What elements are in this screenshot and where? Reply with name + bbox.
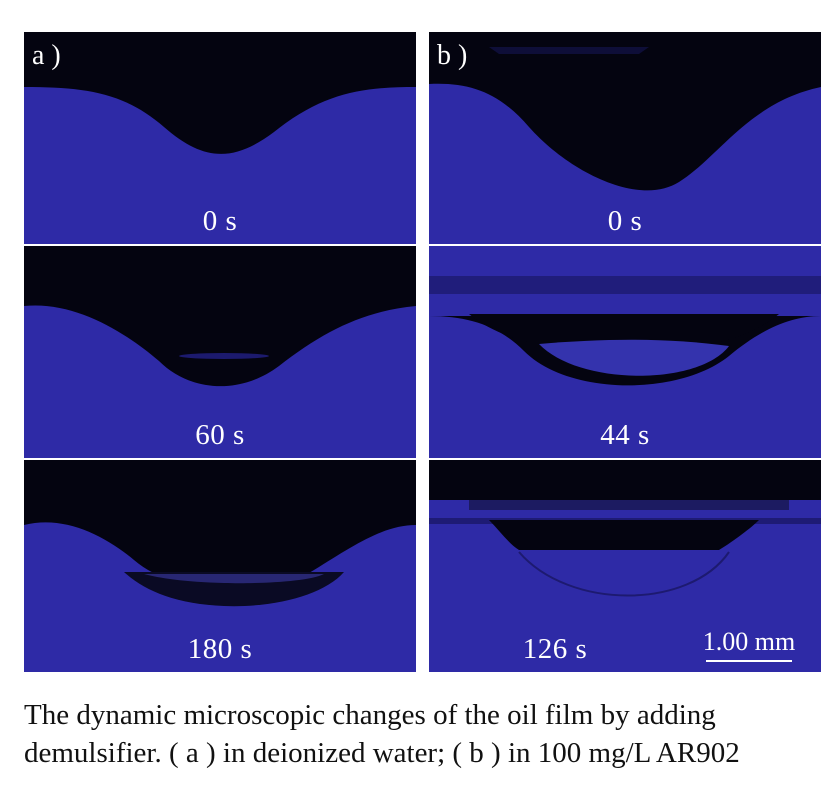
frame-a-180s-image bbox=[24, 460, 416, 672]
frame-b-126s: 126 s 1.00 mm bbox=[429, 460, 821, 672]
frame-b-44s: 44 s bbox=[429, 246, 821, 458]
time-label: 60 s bbox=[195, 419, 245, 451]
frame-a-0s-image bbox=[24, 32, 416, 244]
caption-line-2: demulsifier. ( a ) in deionized water; (… bbox=[24, 737, 740, 769]
time-label: 180 s bbox=[187, 633, 253, 665]
scale-bar: 1.00 mm bbox=[689, 628, 809, 662]
frame-a-60s-image bbox=[24, 246, 416, 458]
panel-a: a ) 0 s 60 s 180 s bbox=[24, 32, 416, 673]
time-label: 0 s bbox=[607, 205, 643, 237]
panel-a-letter: a ) bbox=[32, 40, 61, 71]
time-label: 0 s bbox=[202, 205, 238, 237]
frame-a-0s: a ) 0 s bbox=[24, 32, 416, 244]
frame-a-180s: 180 s bbox=[24, 460, 416, 672]
time-label: 44 s bbox=[600, 419, 650, 451]
scale-bar-line bbox=[706, 660, 792, 662]
frame-b-0s: b ) 0 s bbox=[429, 32, 821, 244]
time-label: 126 s bbox=[522, 633, 588, 665]
frame-a-60s: 60 s bbox=[24, 246, 416, 458]
frame-b-0s-image bbox=[429, 32, 821, 244]
panel-b: b ) 0 s 44 s 126 s 1.00 mm bbox=[429, 32, 821, 673]
figure-caption: The dynamic microscopic changes of the o… bbox=[24, 696, 824, 772]
frame-b-44s-image bbox=[429, 246, 821, 458]
caption-line-1: The dynamic microscopic changes of the o… bbox=[24, 699, 716, 731]
panel-b-letter: b ) bbox=[437, 40, 468, 71]
frame-b-126s-image bbox=[429, 460, 821, 672]
scale-bar-label: 1.00 mm bbox=[702, 627, 796, 656]
